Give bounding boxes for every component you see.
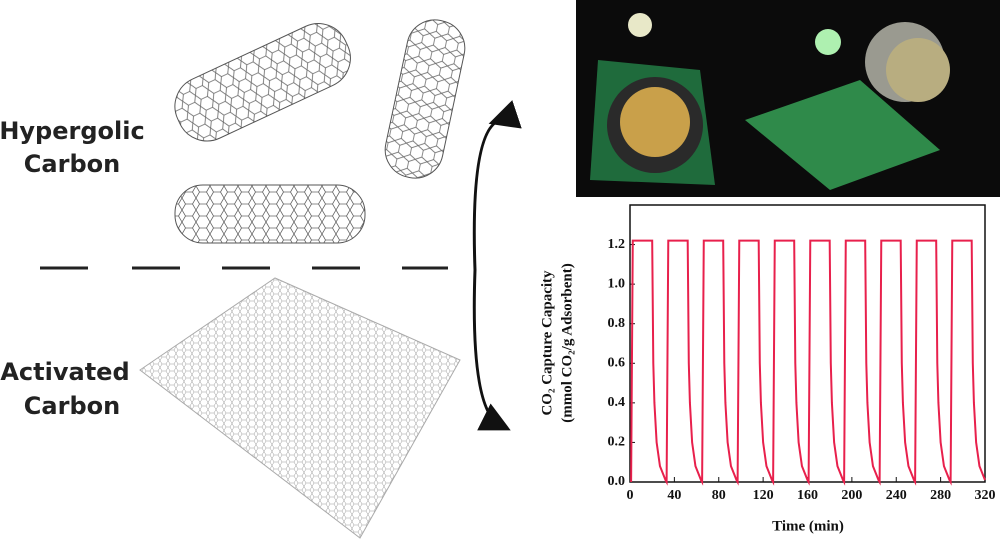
label: Carbon: [24, 150, 120, 178]
y-axis-label: CO₂ Capture Capacity: [539, 270, 555, 416]
nanotubes: [174, 19, 466, 244]
x-axis-label: Time (min): [772, 518, 844, 534]
x-tick-label: 320: [975, 488, 996, 503]
x-tick-label: 160: [797, 488, 818, 503]
label: Carbon: [24, 392, 120, 420]
data-line: [630, 239, 986, 486]
y-tick-label: 1.0: [608, 276, 626, 291]
y-tick-label: 0.4: [608, 395, 626, 410]
label: Activated: [0, 358, 129, 386]
plot-frame: [629, 204, 986, 483]
y-axis-label: (mmol CO₂/g Adsorbent): [559, 263, 575, 423]
x-tick-label: 80: [712, 488, 726, 503]
label: Hypergolic: [0, 117, 145, 145]
y-tick-label: 0.8: [608, 316, 626, 331]
x-tick-label: 40: [667, 488, 681, 503]
y-tick-label: 0.6: [608, 356, 626, 371]
x-tick-label: 120: [753, 488, 774, 503]
y-tick-label: 1.2: [608, 237, 626, 252]
x-tick-label: 280: [930, 488, 951, 503]
graphene-sheet: [139, 277, 461, 539]
y-tick-label: 0.0: [608, 474, 626, 489]
x-tick-label: 240: [886, 488, 907, 503]
x-tick-label: 0: [627, 488, 634, 503]
device-photo: [576, 0, 1000, 197]
x-tick-label: 200: [841, 488, 862, 503]
y-tick-label: 0.2: [608, 435, 626, 450]
arrow: [472, 100, 522, 431]
